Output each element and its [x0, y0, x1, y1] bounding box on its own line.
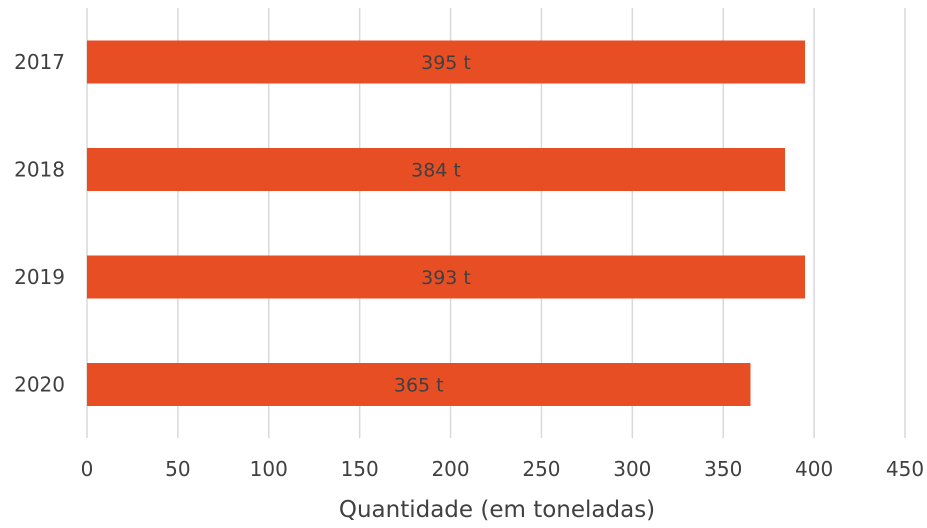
x-tick-label: 200 — [431, 457, 469, 481]
data-label-2020: 365 t — [394, 375, 444, 397]
category-label-2018: 2018 — [14, 158, 65, 182]
data-label-2017: 395 t — [421, 52, 471, 74]
bars — [87, 40, 806, 406]
bar-2017 — [87, 40, 806, 84]
category-labels: 2017 2018 2019 2020 — [14, 50, 65, 397]
data-labels: 395 t 384 t 393 t 365 t — [394, 52, 471, 397]
category-label-2020: 2020 — [14, 373, 65, 397]
x-axis-title: Quantidade (em toneladas) — [339, 497, 655, 523]
data-label-2019: 393 t — [421, 267, 471, 289]
x-tick-labels: 0 50 100 150 200 250 300 350 400 450 — [81, 457, 924, 481]
x-tick-label: 50 — [165, 457, 190, 481]
x-tick-label: 400 — [795, 457, 833, 481]
x-tick-label: 350 — [704, 457, 742, 481]
category-label-2017: 2017 — [14, 50, 65, 74]
data-label-2018: 384 t — [411, 160, 461, 182]
x-tick-label: 300 — [613, 457, 651, 481]
bar-2018 — [87, 148, 786, 191]
x-tick-label: 0 — [81, 457, 94, 481]
bar-2019 — [87, 255, 806, 299]
x-tick-label: 450 — [886, 457, 924, 481]
category-label-2019: 2019 — [14, 265, 65, 289]
bar-2020 — [87, 363, 751, 406]
x-tick-label: 150 — [341, 457, 379, 481]
x-tick-label: 100 — [250, 457, 288, 481]
x-tick-label: 250 — [522, 457, 560, 481]
